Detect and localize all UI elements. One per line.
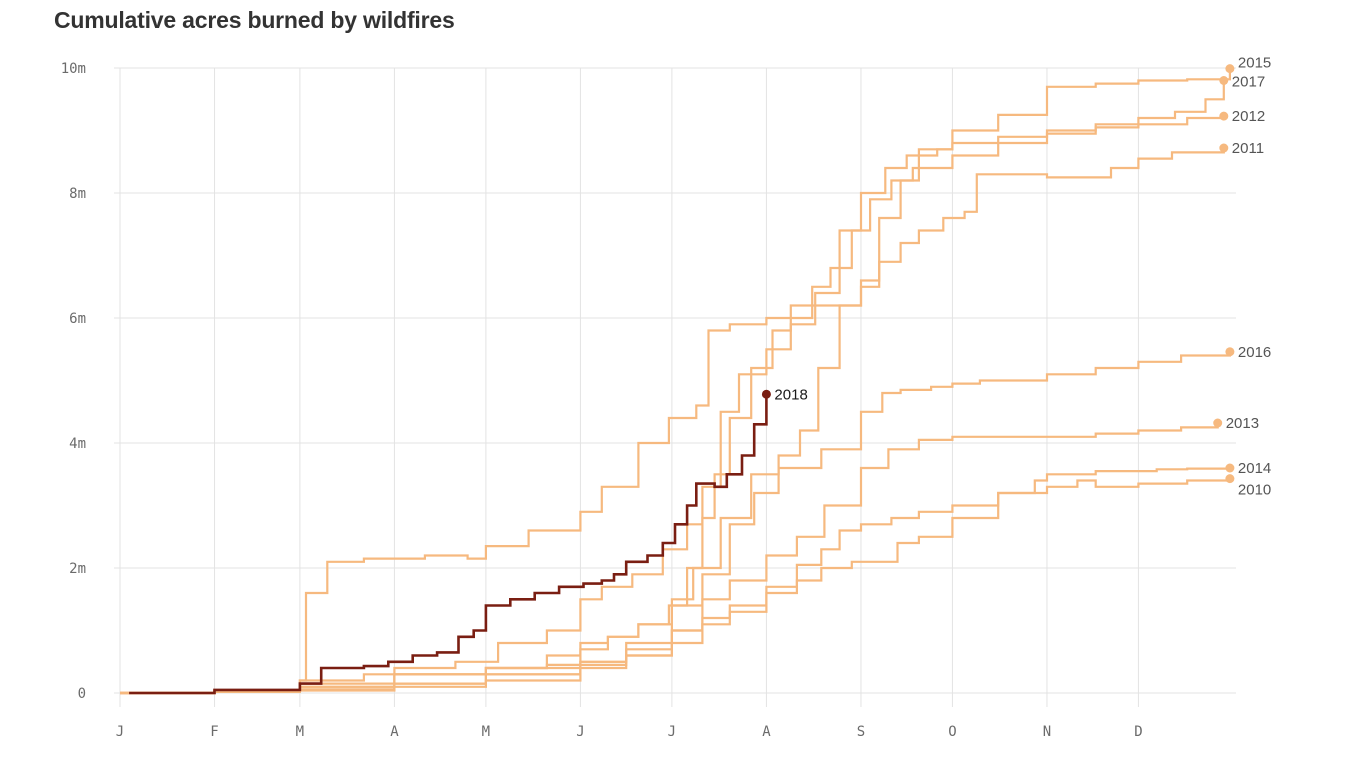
- x-tick-label: S: [857, 724, 865, 740]
- x-tick-label: M: [296, 724, 304, 740]
- y-tick-label: 2m: [69, 561, 86, 577]
- series-line-2012: [120, 116, 1225, 695]
- y-tick-label: 8m: [69, 186, 86, 202]
- series-label-2018: 2018: [774, 386, 807, 403]
- series-label-2014: 2014: [1238, 460, 1271, 477]
- chart-title: Cumulative acres burned by wildfires: [54, 7, 455, 33]
- series-end-dot-2014: [1225, 463, 1235, 473]
- x-tick-label: O: [948, 724, 956, 740]
- series-end-labels: 2015 2017 2012 2011 2016 2013 2014 2010 2018: [761, 55, 1271, 499]
- x-tick-label: F: [210, 724, 218, 740]
- series-end-dot-2015: [1225, 64, 1235, 74]
- y-tick-label: 10m: [61, 61, 86, 77]
- series-line-2010: [120, 478, 1231, 695]
- x-tick-label: A: [762, 724, 771, 740]
- series-end-dot-2013: [1213, 418, 1223, 428]
- x-tick-label: J: [576, 724, 584, 740]
- series-end-dot-2010: [1225, 474, 1235, 484]
- series-end-dot-2016: [1225, 347, 1235, 357]
- y-axis: 0 2m 4m 6m 8m 10m: [61, 61, 86, 702]
- series-line-2016: [120, 351, 1231, 695]
- x-tick-label: D: [1134, 724, 1142, 740]
- series-line-2014: [120, 467, 1231, 695]
- y-tick-label: 6m: [69, 311, 86, 327]
- series-label-2017: 2017: [1232, 74, 1265, 91]
- series-label-2015: 2015: [1238, 55, 1271, 72]
- series-end-dot-2011: [1219, 143, 1229, 153]
- series-line-2013: [120, 423, 1219, 695]
- series-label-2010: 2010: [1238, 482, 1271, 499]
- series-end-dot-2017: [1219, 76, 1229, 85]
- series-label-2011: 2011: [1232, 140, 1264, 157]
- series-line-2015: [120, 68, 1231, 695]
- series-end-dot-2012: [1219, 111, 1229, 121]
- series-lines: [120, 68, 1231, 695]
- x-tick-label: J: [116, 724, 124, 740]
- series-end-dot-2018: [761, 389, 771, 399]
- series-label-2013: 2013: [1226, 415, 1259, 432]
- series-label-2016: 2016: [1238, 344, 1271, 361]
- series-line-2018: [129, 394, 768, 695]
- x-tick-label: A: [390, 724, 399, 740]
- series-line-2011: [120, 148, 1225, 695]
- series-label-2012: 2012: [1232, 108, 1265, 125]
- y-tick-label: 0: [78, 686, 86, 702]
- y-tick-label: 4m: [69, 436, 86, 452]
- x-tick-label: N: [1043, 724, 1051, 740]
- x-tick-label: M: [482, 724, 490, 740]
- x-tick-label: J: [668, 724, 676, 740]
- gridlines: [114, 67, 1236, 707]
